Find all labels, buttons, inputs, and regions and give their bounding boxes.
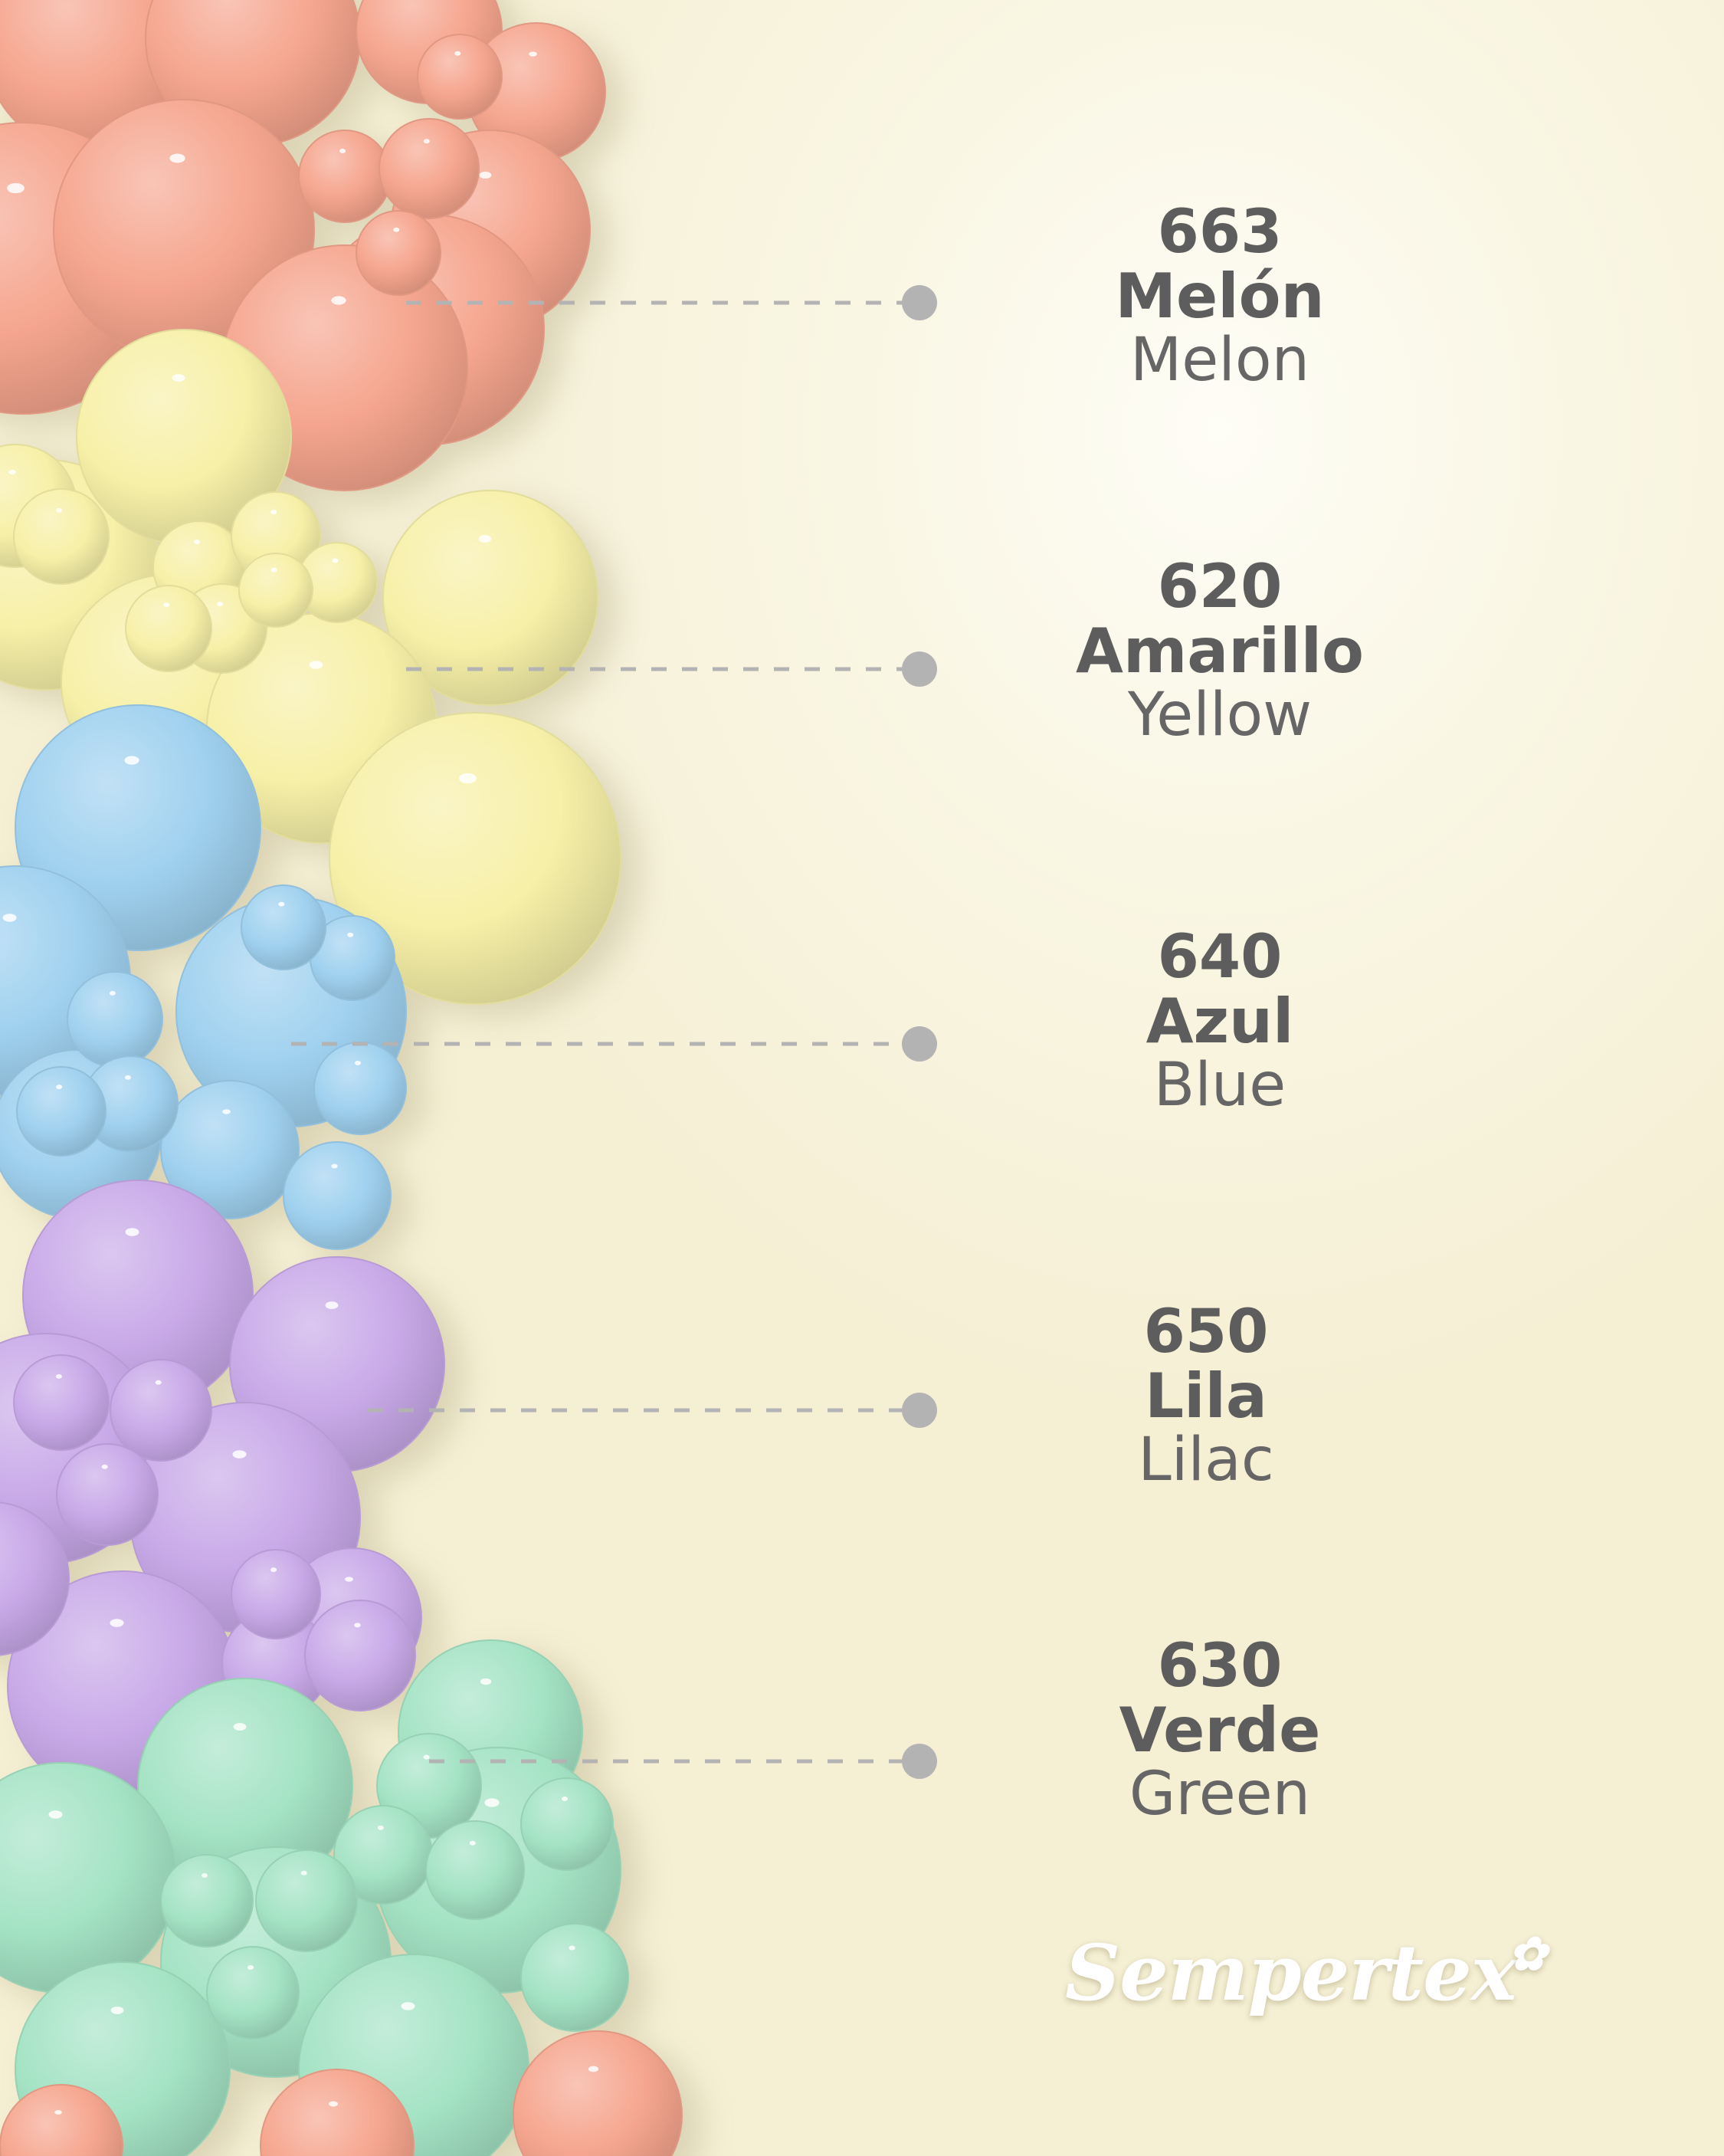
balloon [137, 1678, 353, 1894]
balloon [520, 1923, 629, 2032]
color-name-spanish: Verde [1119, 1694, 1321, 1766]
balloon [520, 1777, 614, 1871]
color-name-spanish: Azul [1146, 985, 1294, 1057]
balloon [382, 490, 598, 706]
balloon [417, 34, 503, 120]
color-label-yellow: 620 Amarillo Yellow [990, 556, 1450, 747]
balloon [56, 1443, 159, 1546]
balloon [110, 1359, 212, 1462]
balloon [16, 1066, 107, 1157]
color-label-green: 630 Verde Green [990, 1635, 1450, 1826]
color-name-spanish: Lila [1145, 1360, 1267, 1432]
balloon [304, 1600, 416, 1711]
balloon [313, 1042, 407, 1135]
color-name-english: Yellow [1127, 681, 1313, 750]
color-name-spanish: Melón [1115, 260, 1325, 332]
color-code: 620 [1157, 553, 1283, 622]
balloon [283, 1141, 392, 1250]
color-name-english: Melon [1129, 326, 1310, 395]
balloon [298, 130, 392, 223]
balloon [356, 210, 441, 296]
brand-logo: Sempertex✿ [1065, 1928, 1547, 2018]
balloon [260, 2069, 415, 2156]
balloon [241, 884, 326, 970]
color-code: 650 [1143, 1298, 1269, 1367]
balloon [160, 1080, 300, 1219]
balloon [329, 712, 621, 1005]
balloon [13, 1354, 110, 1451]
balloon [425, 1820, 525, 1920]
balloon [379, 118, 480, 219]
color-label-blue: 640 Azul Blue [990, 926, 1450, 1117]
color-name-english: Green [1129, 1760, 1311, 1829]
flower-icon: ✿ [1508, 1928, 1546, 1981]
balloon [13, 488, 110, 585]
leader-dot [902, 1744, 937, 1779]
balloon [0, 2084, 123, 2156]
color-code: 630 [1157, 1632, 1283, 1701]
balloon [255, 1849, 358, 1952]
balloon [238, 553, 313, 628]
balloon [125, 585, 212, 672]
leader-dot [902, 1393, 937, 1428]
color-code: 663 [1157, 198, 1283, 267]
color-label-melon: 663 Melón Melon [990, 201, 1450, 392]
balloon [513, 2030, 683, 2156]
leader-dot [902, 285, 937, 320]
brand-logo-text: Sempertex [1065, 1928, 1516, 2018]
balloon [206, 1946, 300, 2040]
balloon [0, 1501, 70, 1656]
color-label-lilac: 650 Lila Lilac [976, 1301, 1436, 1492]
leader-dot [902, 1026, 937, 1062]
balloon [67, 971, 163, 1068]
color-name-english: Lilac [1138, 1426, 1274, 1495]
leader-dot [902, 651, 937, 687]
color-name-english: Blue [1153, 1051, 1286, 1121]
color-code: 640 [1157, 923, 1283, 992]
balloon [160, 1854, 254, 1948]
balloon [231, 1549, 321, 1639]
color-name-spanish: Amarillo [1076, 615, 1364, 687]
